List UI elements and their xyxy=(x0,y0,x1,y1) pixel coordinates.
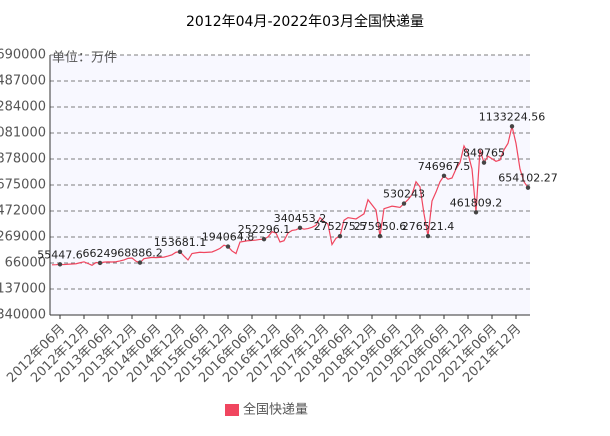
y-tick-label: 878000 xyxy=(0,152,46,167)
y-tick-label: 1690000 xyxy=(0,48,46,63)
data-label: 654102.27 xyxy=(498,172,558,185)
legend-label: 全国快递量 xyxy=(243,402,308,418)
y-tick-label: 66000 xyxy=(5,256,46,271)
data-label: 530243 xyxy=(383,188,425,201)
y-tick-label: 675000 xyxy=(0,178,46,193)
data-label: 275275.5 xyxy=(314,220,367,233)
data-point xyxy=(137,260,143,265)
data-point xyxy=(297,225,303,231)
data-label: 461809.2 xyxy=(450,196,503,209)
data-label: 849765 xyxy=(463,147,505,160)
data-point xyxy=(481,160,487,165)
y-tick-label: 1284000 xyxy=(0,100,46,115)
data-point xyxy=(261,236,267,242)
data-point xyxy=(473,210,479,215)
data-point xyxy=(441,173,447,178)
data-point xyxy=(401,201,407,206)
data-point xyxy=(509,124,515,129)
data-point xyxy=(525,185,531,190)
data-point xyxy=(337,233,343,239)
data-line xyxy=(51,126,529,266)
y-tick-label: -340000 xyxy=(0,308,46,323)
y-tick-label: 1081000 xyxy=(0,126,46,141)
data-point xyxy=(177,249,183,254)
data-label: 276521.4 xyxy=(402,220,455,233)
data-label: 66249 xyxy=(83,247,118,260)
data-point xyxy=(57,262,63,267)
y-tick-label: -137000 xyxy=(0,282,46,297)
data-point xyxy=(225,244,231,249)
data-point xyxy=(425,233,431,239)
data-label: 1133224.56 xyxy=(479,110,545,123)
data-point xyxy=(97,260,103,266)
data-label: 252296.1 xyxy=(238,223,291,236)
y-tick-label: 269000 xyxy=(0,230,46,245)
data-label: 153681.1 xyxy=(154,236,207,249)
data-label: 340453.2 xyxy=(274,212,327,225)
chart-title: 2012年04月-2022年03月全国快递量 xyxy=(186,13,424,30)
data-point xyxy=(377,233,383,239)
unit-label: 单位：万件 xyxy=(52,51,117,66)
data-label: 746967.5 xyxy=(418,160,471,173)
y-tick-label: 472000 xyxy=(0,204,46,219)
data-label: 68886.2 xyxy=(117,247,163,260)
y-tick-label: 1487000 xyxy=(0,74,46,89)
data-label: 275950.6 xyxy=(354,220,407,233)
data-label: 55447.6 xyxy=(37,248,83,261)
data-label: 194064.8 xyxy=(202,231,255,244)
legend-swatch xyxy=(225,404,239,416)
